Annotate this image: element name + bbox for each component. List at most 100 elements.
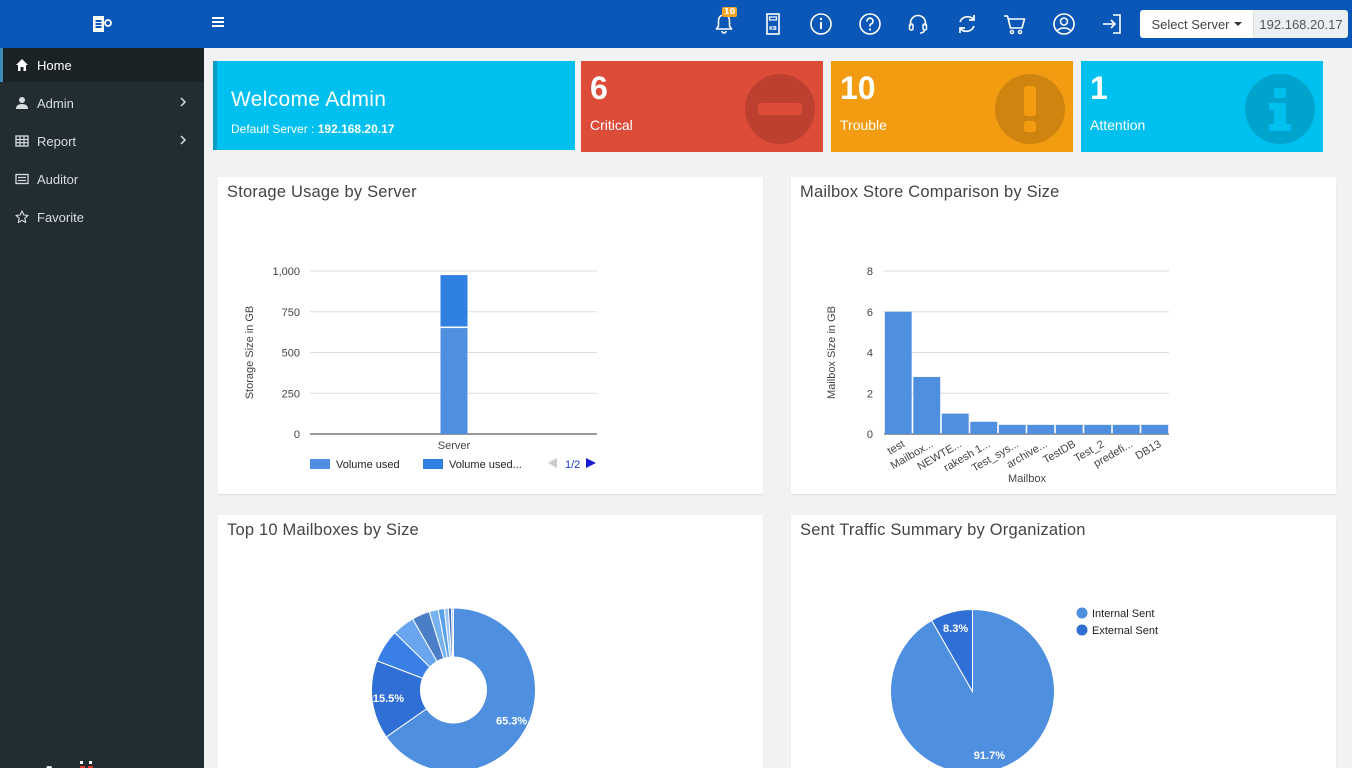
- y-tick-label: 6: [867, 307, 873, 319]
- donut-slice: [385, 607, 536, 768]
- help-icon[interactable]: [846, 8, 895, 40]
- app-logo[interactable]: [0, 0, 204, 48]
- sidebar: Home Admin Report Auditor Favorite ste: [0, 48, 204, 768]
- legend-label: Volume used: [336, 459, 400, 471]
- y-tick-label: 4: [867, 348, 873, 360]
- sidebar-item-home[interactable]: Home: [0, 48, 204, 82]
- bar: [1027, 424, 1055, 434]
- legend-swatch: [310, 459, 330, 469]
- svg-text:ar: ar: [95, 760, 129, 768]
- user-icon: [15, 96, 29, 110]
- info-circle-icon: [1245, 74, 1315, 144]
- sidebar-item-label: Admin: [37, 95, 74, 111]
- sidebar-item-favorite[interactable]: Favorite: [0, 198, 204, 236]
- y-tick-label: 2: [867, 388, 873, 400]
- bar: [1055, 424, 1083, 434]
- y-tick-label: 8: [867, 266, 873, 278]
- select-server-label: Select Server: [1151, 16, 1230, 32]
- legend-label: Internal Sent: [1092, 608, 1154, 620]
- welcome-card: Welcome Admin Default Server : 192.168.2…: [213, 61, 575, 150]
- y-tick-label: 500: [282, 348, 300, 360]
- sidebar-item-label: Home: [37, 57, 72, 73]
- bar: [1112, 424, 1140, 434]
- trouble-card[interactable]: 10 Trouble: [831, 61, 1073, 152]
- attention-card[interactable]: 1 Attention: [1081, 61, 1323, 152]
- logout-icon[interactable]: [1088, 8, 1137, 40]
- legend-page-indicator: 1/2: [565, 459, 580, 471]
- legend-next-icon: [586, 458, 596, 468]
- top-mailboxes-chart: 65.3% 15.5%: [371, 607, 536, 768]
- y-tick-label: 1,000: [272, 266, 300, 278]
- user-icon[interactable]: [1040, 8, 1089, 40]
- mailbox-store-panel: Mailbox Store Comparison by Size 0 2 4 6 8 Ma…: [791, 177, 1336, 494]
- critical-card[interactable]: 6 Critical: [581, 61, 823, 152]
- bell-icon[interactable]: 10: [700, 7, 749, 40]
- list-icon: [15, 172, 29, 186]
- trouble-count: 10: [840, 70, 876, 106]
- slice-label: 8.3%: [943, 623, 968, 635]
- top-mailboxes-title: Top 10 Mailboxes by Size: [227, 521, 419, 539]
- select-server-dropdown[interactable]: Select Server: [1140, 10, 1254, 38]
- sidebar-item-label: Report: [37, 133, 77, 149]
- y-tick-label: 250: [282, 388, 300, 400]
- exclamation-circle-icon: [995, 74, 1065, 144]
- x-tick-label: TestDB: [1041, 438, 1078, 466]
- legend-swatch: [1076, 607, 1088, 619]
- critical-count: 6: [590, 70, 608, 106]
- bar: [941, 413, 969, 434]
- bar: [970, 421, 998, 434]
- welcome-title: Welcome Admin: [231, 88, 387, 111]
- y-tick-label: 750: [282, 307, 300, 319]
- bar: [1084, 424, 1112, 434]
- star-icon: [15, 210, 29, 224]
- x-tick-label: Server: [438, 440, 471, 452]
- sent-traffic-panel: Sent Traffic Summary by Organization 91.…: [791, 515, 1336, 768]
- storage-usage-chart: 0 250 500 750 1,000 Storage Size in GB Server V…: [244, 266, 597, 471]
- default-server-info: Default Server : 192.168.20.17: [231, 122, 394, 136]
- top-navbar: 10 KB Select Server 192.168.20.17: [0, 0, 1352, 48]
- x-axis-title: Mailbox: [1008, 473, 1046, 485]
- refresh-icon[interactable]: [943, 8, 992, 40]
- svg-text:ste: ste: [27, 760, 76, 768]
- attention-label: Attention: [1090, 117, 1146, 133]
- y-tick-label: 0: [294, 429, 300, 441]
- sidebar-item-report[interactable]: Report: [0, 122, 204, 160]
- menu-icon[interactable]: [209, 13, 227, 31]
- cart-icon[interactable]: [991, 8, 1040, 40]
- attention-count: 1: [1090, 70, 1108, 106]
- slice-label: 91.7%: [974, 750, 1005, 762]
- exchange-logo-icon: [93, 16, 112, 32]
- home-icon: [15, 58, 29, 72]
- chevron-right-icon: [178, 134, 188, 146]
- legend-label: External Sent: [1092, 625, 1158, 637]
- info-icon[interactable]: [797, 8, 846, 40]
- sent-traffic-chart: 91.7% 8.3% Internal Sent External Sent: [890, 607, 1158, 768]
- donut-slice: [450, 607, 454, 658]
- legend-prev-icon: [548, 458, 557, 468]
- bar-segment: [440, 328, 468, 434]
- default-server-label: Default Server :: [231, 122, 315, 136]
- sidebar-item-auditor[interactable]: Auditor: [0, 160, 204, 198]
- y-axis-title: Storage Size in GB: [244, 306, 256, 400]
- legend-swatch: [423, 459, 443, 469]
- storage-usage-panel: Storage Usage by Server 0 250 500 750 1,000 S…: [218, 177, 763, 494]
- y-tick-label: 0: [867, 429, 873, 441]
- sidebar-item-admin[interactable]: Admin: [0, 84, 204, 122]
- default-server-value: 192.168.20.17: [317, 122, 395, 136]
- x-tick-label: DB13: [1134, 438, 1164, 462]
- legend-swatch: [1076, 624, 1088, 636]
- bar: [1141, 424, 1169, 434]
- bar-segment: [440, 275, 468, 327]
- minus-circle-icon: [745, 74, 815, 144]
- bar: [913, 376, 941, 434]
- table-icon: [15, 134, 29, 148]
- sidebar-item-label: Auditor: [37, 171, 79, 187]
- slice-label: 15.5%: [373, 693, 404, 705]
- sidebar-item-label: Favorite: [37, 209, 84, 225]
- caret-down-icon: [1233, 22, 1242, 26]
- kb-icon[interactable]: KB: [749, 8, 798, 40]
- headset-icon[interactable]: [894, 8, 943, 40]
- svg-text:KB: KB: [769, 26, 777, 32]
- critical-label: Critical: [590, 117, 633, 133]
